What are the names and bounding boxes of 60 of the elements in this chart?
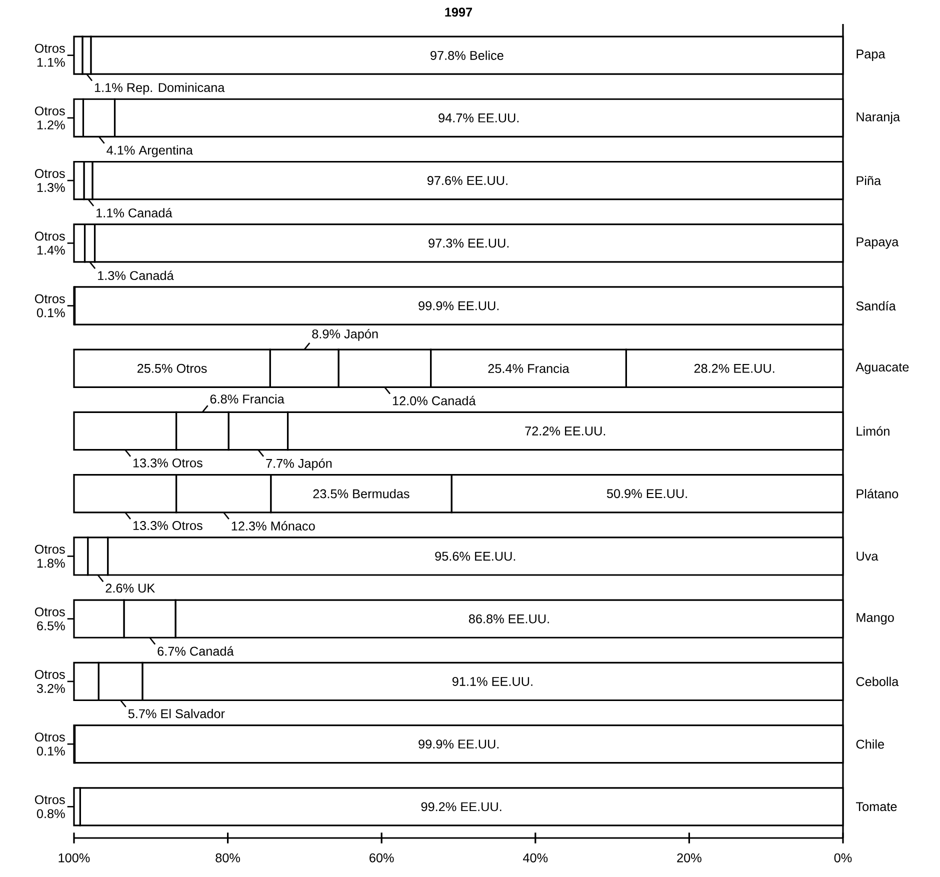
data-label: 12.0% Canadá <box>392 396 476 406</box>
x-tick-label: 0% <box>834 853 852 862</box>
y-tick-label: Chile <box>856 739 884 749</box>
data-label: 50.9% EE.UU. <box>606 489 687 498</box>
data-label: 97.6% EE.UU. <box>427 176 508 186</box>
data-label: 13.3% Otros <box>133 521 202 530</box>
y-tick-label: Aguacate <box>856 362 909 374</box>
data-label: 5.7% El Salvador <box>128 708 225 718</box>
x-tick-label: 80% <box>216 853 240 862</box>
data-label: 7.7% Japón <box>266 458 332 470</box>
data-label: Otros 1.1% <box>34 44 65 67</box>
data-label: 8.9% Japón <box>312 328 378 341</box>
data-label: 94.7% EE.UU. <box>438 113 519 122</box>
data-label: 1.1% Canadá <box>96 208 172 218</box>
data-label: Otros 0.8% <box>34 795 65 818</box>
data-label: 99.9% EE.UU. <box>418 740 499 749</box>
data-label: 12.3% Mónaco <box>232 521 315 531</box>
data-label: 86.8% EE.UU. <box>468 614 549 624</box>
data-label: Otros 1.3% <box>34 169 65 192</box>
y-tick-label: Cebolla <box>856 676 899 686</box>
data-label: 28.2% EE.UU. <box>694 364 774 373</box>
data-label: 95.6% EE.UU. <box>435 552 516 561</box>
data-label: 91.1% EE.UU. <box>452 676 532 686</box>
data-label: Otros 0.1% <box>34 294 65 318</box>
data-label: 1.1% Rep. Dominicana <box>94 82 225 95</box>
data-label: 25.5% Otros <box>137 364 207 373</box>
data-label: 25.4% Francia <box>488 364 570 374</box>
chart-title: 1997 <box>445 8 472 17</box>
data-label: Otros 6.5% <box>34 607 65 630</box>
y-tick-label: Sandía <box>856 301 896 310</box>
data-label: 72.2% EE.UU. <box>525 426 606 436</box>
data-label: 1.3% Canadá <box>98 270 174 280</box>
y-tick-label: Mango <box>856 613 894 625</box>
data-label: 2.6% UK <box>106 584 155 593</box>
data-label: 6.8% Francia <box>210 394 284 404</box>
x-tick-label: 60% <box>370 853 394 862</box>
y-tick-label: Naranja <box>856 112 900 124</box>
y-tick-label: Piña <box>856 176 882 186</box>
data-label: Otros 3.2% <box>34 670 65 693</box>
data-label: Otros 0.1% <box>34 732 65 756</box>
data-label: 4.1% Argentina <box>106 145 193 158</box>
data-label: 99.9% EE.UU. <box>418 301 499 310</box>
data-label: 13.3% Otros <box>133 458 202 468</box>
data-label: 97.3% EE.UU. <box>428 238 509 248</box>
data-label: 6.7% Canadá <box>158 646 234 656</box>
data-label: 97.8% Belice <box>430 50 504 60</box>
x-tick-label: 20% <box>677 853 702 862</box>
y-tick-label: Papa <box>856 50 886 61</box>
x-tick-label: 40% <box>523 853 548 862</box>
data-label: Otros 1.2% <box>34 106 65 130</box>
y-tick-label: Tomate <box>856 802 897 812</box>
data-label: 99.2% EE.UU. <box>421 802 502 812</box>
y-tick-label: Limón <box>856 426 890 436</box>
y-tick-label: Papaya <box>856 237 899 249</box>
x-tick-label: 100% <box>58 853 90 862</box>
data-label: 23.5% Bermudas <box>313 488 410 498</box>
y-tick-label: Uva <box>856 552 878 561</box>
data-label: Otros 1.8% <box>34 544 65 568</box>
data-label: Otros 1.4% <box>34 232 65 255</box>
y-tick-label: Plátano <box>856 488 898 498</box>
